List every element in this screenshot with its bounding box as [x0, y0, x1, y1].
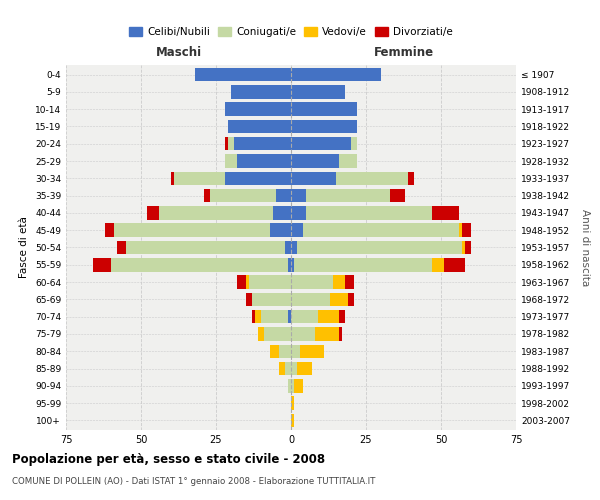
Bar: [291, 189, 306, 202]
Bar: [300, 344, 324, 358]
Bar: [246, 276, 249, 289]
Bar: [126, 241, 285, 254]
Bar: [318, 310, 339, 324]
Bar: [390, 189, 405, 202]
Bar: [246, 292, 252, 306]
Bar: [225, 154, 237, 168]
Bar: [345, 276, 354, 289]
Bar: [261, 310, 288, 324]
Bar: [288, 258, 291, 272]
Bar: [264, 327, 291, 340]
Bar: [294, 258, 432, 272]
Bar: [348, 292, 354, 306]
Bar: [291, 310, 318, 324]
Bar: [159, 206, 273, 220]
Bar: [117, 241, 126, 254]
Bar: [258, 327, 264, 340]
Y-axis label: Anni di nascita: Anni di nascita: [580, 209, 590, 286]
Bar: [339, 310, 345, 324]
Bar: [339, 327, 342, 340]
Bar: [432, 206, 459, 220]
Bar: [93, 258, 111, 272]
Bar: [297, 362, 312, 376]
Bar: [105, 224, 114, 237]
Text: Popolazione per età, sesso e stato civile - 2008: Popolazione per età, sesso e stato civil…: [12, 452, 325, 466]
Bar: [291, 241, 297, 254]
Bar: [231, 85, 291, 98]
Bar: [291, 344, 300, 358]
Bar: [330, 292, 348, 306]
Bar: [279, 344, 291, 358]
Bar: [351, 137, 357, 150]
Bar: [462, 241, 465, 254]
Bar: [303, 224, 459, 237]
Bar: [171, 172, 174, 185]
Bar: [225, 137, 228, 150]
Y-axis label: Fasce di età: Fasce di età: [19, 216, 29, 278]
Bar: [270, 344, 279, 358]
Bar: [111, 258, 288, 272]
Bar: [291, 258, 294, 272]
Bar: [291, 292, 330, 306]
Bar: [294, 379, 303, 392]
Bar: [204, 189, 210, 202]
Bar: [291, 137, 351, 150]
Bar: [276, 189, 291, 202]
Bar: [408, 172, 414, 185]
Bar: [306, 206, 432, 220]
Bar: [291, 276, 333, 289]
Bar: [465, 241, 471, 254]
Bar: [444, 258, 465, 272]
Bar: [210, 189, 276, 202]
Bar: [228, 137, 234, 150]
Bar: [291, 154, 339, 168]
Bar: [234, 137, 291, 150]
Bar: [252, 292, 291, 306]
Bar: [291, 85, 345, 98]
Bar: [336, 172, 408, 185]
Text: COMUNE DI POLLEIN (AO) - Dati ISTAT 1° gennaio 2008 - Elaborazione TUTTITALIA.IT: COMUNE DI POLLEIN (AO) - Dati ISTAT 1° g…: [12, 478, 376, 486]
Bar: [174, 172, 225, 185]
Text: Femmine: Femmine: [373, 46, 434, 59]
Bar: [252, 310, 255, 324]
Bar: [459, 224, 462, 237]
Bar: [279, 362, 285, 376]
Bar: [225, 172, 291, 185]
Bar: [432, 258, 444, 272]
Bar: [285, 241, 291, 254]
Bar: [291, 120, 357, 133]
Bar: [237, 154, 291, 168]
Bar: [195, 68, 291, 82]
Bar: [315, 327, 339, 340]
Bar: [291, 172, 336, 185]
Bar: [285, 362, 291, 376]
Bar: [291, 362, 297, 376]
Bar: [249, 276, 291, 289]
Bar: [291, 379, 294, 392]
Bar: [339, 154, 357, 168]
Bar: [255, 310, 261, 324]
Bar: [297, 241, 462, 254]
Bar: [147, 206, 159, 220]
Bar: [291, 327, 315, 340]
Bar: [291, 102, 357, 116]
Bar: [291, 396, 294, 410]
Bar: [291, 206, 306, 220]
Bar: [291, 68, 381, 82]
Bar: [288, 310, 291, 324]
Bar: [225, 102, 291, 116]
Bar: [237, 276, 246, 289]
Bar: [462, 224, 471, 237]
Bar: [270, 224, 291, 237]
Bar: [228, 120, 291, 133]
Bar: [291, 224, 303, 237]
Bar: [306, 189, 390, 202]
Legend: Celibi/Nubili, Coniugati/e, Vedovi/e, Divorziati/e: Celibi/Nubili, Coniugati/e, Vedovi/e, Di…: [125, 23, 457, 42]
Bar: [333, 276, 345, 289]
Bar: [288, 379, 291, 392]
Bar: [291, 414, 294, 427]
Bar: [273, 206, 291, 220]
Bar: [114, 224, 270, 237]
Text: Maschi: Maschi: [155, 46, 202, 59]
